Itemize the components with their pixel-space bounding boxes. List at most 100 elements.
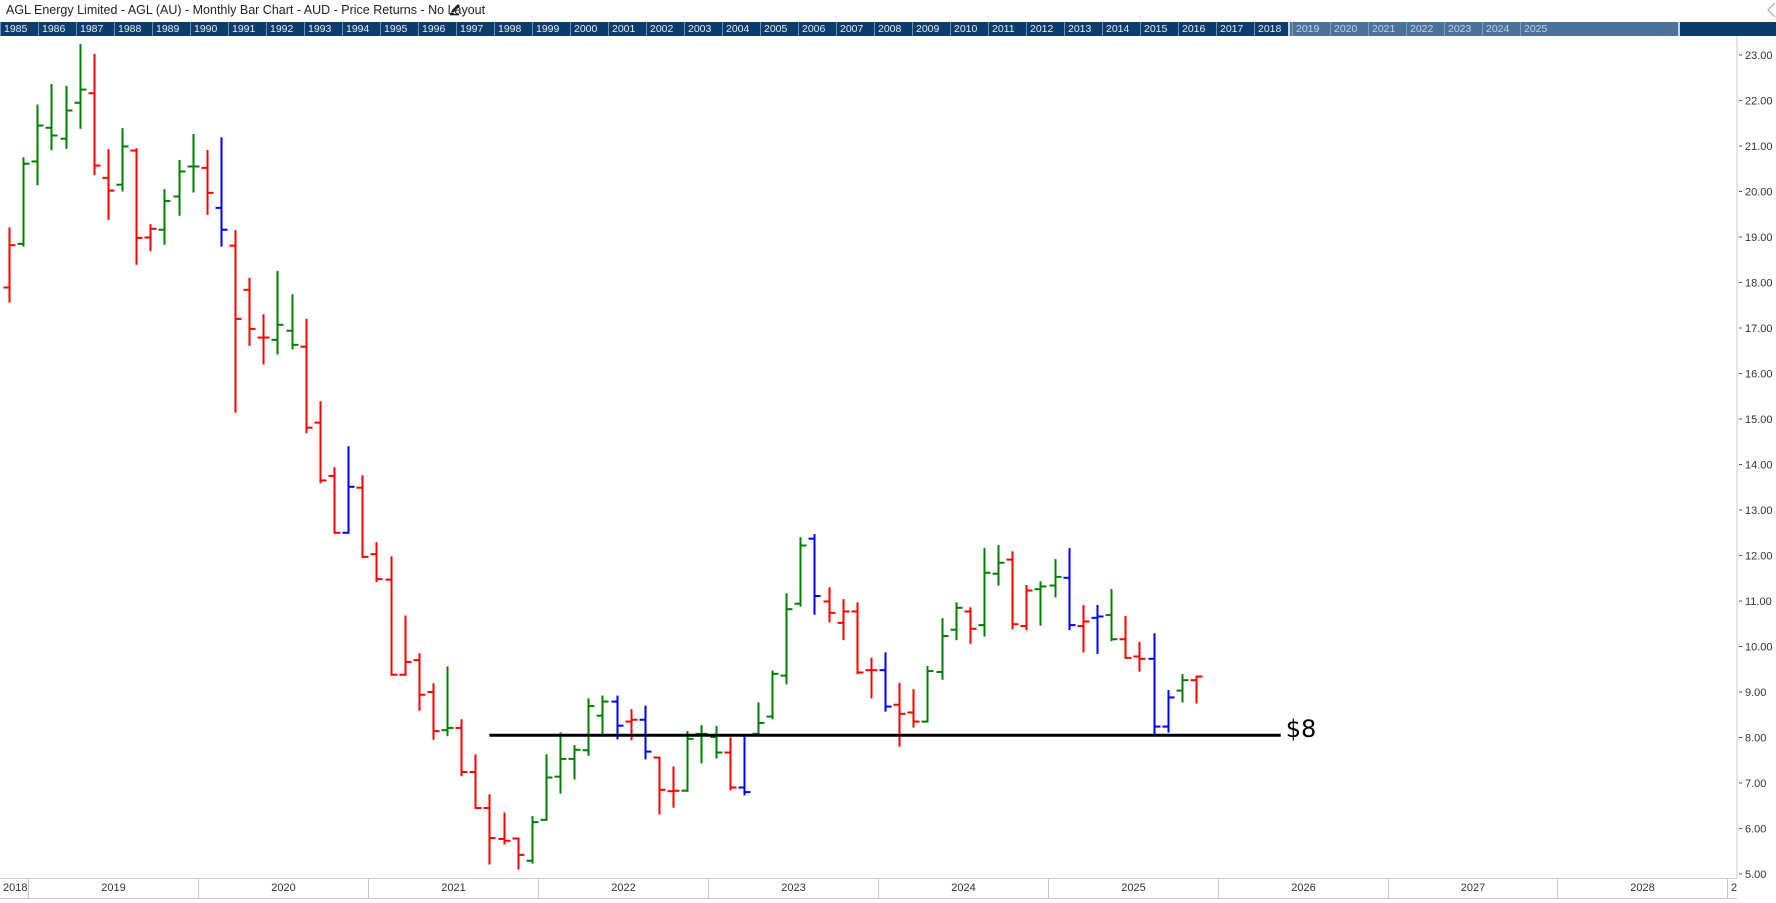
- navigator-year-2000[interactable]: 2000: [570, 22, 608, 36]
- navigator-year-2015[interactable]: 2015: [1140, 22, 1178, 36]
- navigator-year-1985[interactable]: 1985: [0, 22, 38, 36]
- x-tick-label-2023: 2023: [708, 879, 878, 898]
- ohlc-bar-2019-06: [102, 149, 115, 220]
- ohlc-bar-2019-11: [173, 160, 186, 216]
- navigator-year-1998[interactable]: 1998: [494, 22, 532, 36]
- ohlc-bar-2020-03: [229, 230, 242, 413]
- ohlc-bar-2025-06: [1119, 615, 1132, 659]
- y-tick-label: 7.00: [1745, 778, 1766, 790]
- x-tick-label-2025: 2025: [1048, 879, 1218, 898]
- navigator-year-2014[interactable]: 2014: [1102, 22, 1140, 36]
- navigator-year-2006[interactable]: 2006: [798, 22, 836, 36]
- y-tick-label: 5.00: [1745, 869, 1766, 881]
- navigator-year-1986[interactable]: 1986: [38, 22, 76, 36]
- navigator-year-1987[interactable]: 1987: [76, 22, 114, 36]
- navigator-year-1994[interactable]: 1994: [342, 22, 380, 36]
- navigator-year-2009[interactable]: 2009: [912, 22, 950, 36]
- ohlc-bar-2019-03: [60, 85, 73, 149]
- navigator-year-2010[interactable]: 2010: [950, 22, 988, 36]
- navigator-year-2024[interactable]: 2024: [1482, 22, 1520, 36]
- ohlc-bar-2021-06: [441, 666, 454, 737]
- price-axis[interactable]: 5.00 6.00 7.00 8.00 9.00 10.00 11.00 12.00 13.00…: [1739, 50, 1773, 881]
- navigator-year-1988[interactable]: 1988: [114, 22, 152, 36]
- ohlc-bar-2025-07: [1133, 641, 1146, 672]
- y-tick-label: 6.00: [1745, 824, 1766, 836]
- navigator-year-2011[interactable]: 2011: [988, 22, 1026, 36]
- navigator-year-2023[interactable]: 2023: [1444, 22, 1482, 36]
- ohlc-bar-2019-12: [187, 134, 200, 193]
- ohlc-bar-2019-10: [158, 189, 171, 245]
- ohlc-bar-2020-06: [271, 271, 284, 355]
- ohlc-bar-2019-05: [88, 54, 101, 176]
- navigator-year-2020[interactable]: 2020: [1330, 22, 1368, 36]
- navigator-year-1996[interactable]: 1996: [418, 22, 456, 36]
- ohlc-bar-2022-11: [681, 731, 694, 792]
- ohlc-bar-2025-10: [1176, 674, 1189, 703]
- time-axis[interactable]: 2018 2019 2020 2021 2022 2023 2024 2025 2026 2027…: [0, 878, 1737, 899]
- navigator-year-2007[interactable]: 2007: [836, 22, 874, 36]
- navigator-year-2012[interactable]: 2012: [1026, 22, 1064, 36]
- navigator-year-2016[interactable]: 2016: [1178, 22, 1216, 36]
- navigator-year-1989[interactable]: 1989: [152, 22, 190, 36]
- x-tick-label-2028: 2028: [1557, 879, 1727, 898]
- navigator-year-2002[interactable]: 2002: [646, 22, 684, 36]
- navigator-year-2013[interactable]: 2013: [1064, 22, 1102, 36]
- navigator-year-1997[interactable]: 1997: [456, 22, 494, 36]
- navigator-year-1990[interactable]: 1990: [190, 22, 228, 36]
- y-tick-label: 9.00: [1745, 687, 1766, 699]
- pencil-icon[interactable]: [449, 2, 463, 16]
- chevron-left-icon[interactable]: [1764, 1, 1776, 19]
- ohlc-bar-2024-02: [893, 682, 906, 747]
- navigator-year-2017[interactable]: 2017: [1216, 22, 1254, 36]
- navigator-year-2022[interactable]: 2022: [1406, 22, 1444, 36]
- ohlc-bar-2020-08: [300, 318, 313, 434]
- navigator-year-2008[interactable]: 2008: [874, 22, 912, 36]
- y-tick-label: 23.00: [1745, 50, 1773, 62]
- navigator-year-2018[interactable]: 2018: [1254, 22, 1292, 36]
- ohlc-bar-2018-11: [3, 227, 16, 303]
- ohlc-bar-2025-09: [1162, 690, 1175, 733]
- navigator-year-1992[interactable]: 1992: [266, 22, 304, 36]
- ohlc-bar-2021-07: [455, 719, 468, 777]
- ohlc-bar-2021-10: [498, 812, 511, 845]
- ohlc-bar-2020-11: [342, 446, 355, 534]
- ohlc-bar-2024-06: [950, 602, 963, 641]
- ohlc-bar-2021-04: [413, 653, 426, 711]
- ohlc-bar-2022-04: [582, 698, 595, 756]
- navigator-year-2001[interactable]: 2001: [608, 22, 646, 36]
- navigator-year-1995[interactable]: 1995: [380, 22, 418, 36]
- x-tick-label-2026: 2026: [1218, 879, 1388, 898]
- ohlc-bar-2025-01: [1049, 559, 1062, 598]
- ohlc-bar-2019-04: [74, 43, 87, 129]
- navigator-year-2004[interactable]: 2004: [722, 22, 760, 36]
- y-tick-label: 17.00: [1745, 323, 1773, 335]
- ohlc-bar-2021-11: [512, 837, 525, 870]
- title-bar: AGL Energy Limited - AGL (AU) - Monthly …: [0, 0, 1776, 22]
- y-tick-label: 20.00: [1745, 187, 1773, 199]
- ohlc-bar-2022-06: [611, 695, 624, 740]
- y-tick-label: 22.00: [1745, 96, 1773, 108]
- x-tick-label-2029: 2029: [1727, 879, 1737, 898]
- ohlc-bar-2022-05: [596, 695, 609, 737]
- ohlc-bar-2022-10: [667, 766, 680, 808]
- ohlc-bar-2019-08: [130, 148, 143, 265]
- x-tick-label-2024: 2024: [878, 879, 1048, 898]
- ohlc-bar-2024-03: [907, 689, 920, 728]
- navigator-year-2003[interactable]: 2003: [684, 22, 722, 36]
- navigator-year-2021[interactable]: 2021: [1368, 22, 1406, 36]
- ohlc-bar-2019-02: [45, 84, 58, 151]
- navigator-year-1999[interactable]: 1999: [532, 22, 570, 36]
- navigator-year-2005[interactable]: 2005: [760, 22, 798, 36]
- navigator-year-2025[interactable]: 2025: [1520, 22, 1558, 36]
- ohlc-bar-2023-11: [851, 602, 864, 675]
- navigator-year-1991[interactable]: 1991: [228, 22, 266, 36]
- navigator-year-2019[interactable]: 2019: [1292, 22, 1330, 36]
- y-tick-label: 14.00: [1745, 460, 1773, 472]
- navigator-window-handle[interactable]: [1288, 22, 1680, 36]
- navigator-year-1993[interactable]: 1993: [304, 22, 342, 36]
- y-tick-label: 16.00: [1745, 369, 1773, 381]
- ohlc-bar-2022-09: [653, 756, 666, 815]
- date-range-navigator[interactable]: 1985 1986 1987 1988 1989 1990 1991 1992 1993 1994…: [0, 22, 1776, 36]
- ohlc-bar-2023-03: [738, 735, 751, 796]
